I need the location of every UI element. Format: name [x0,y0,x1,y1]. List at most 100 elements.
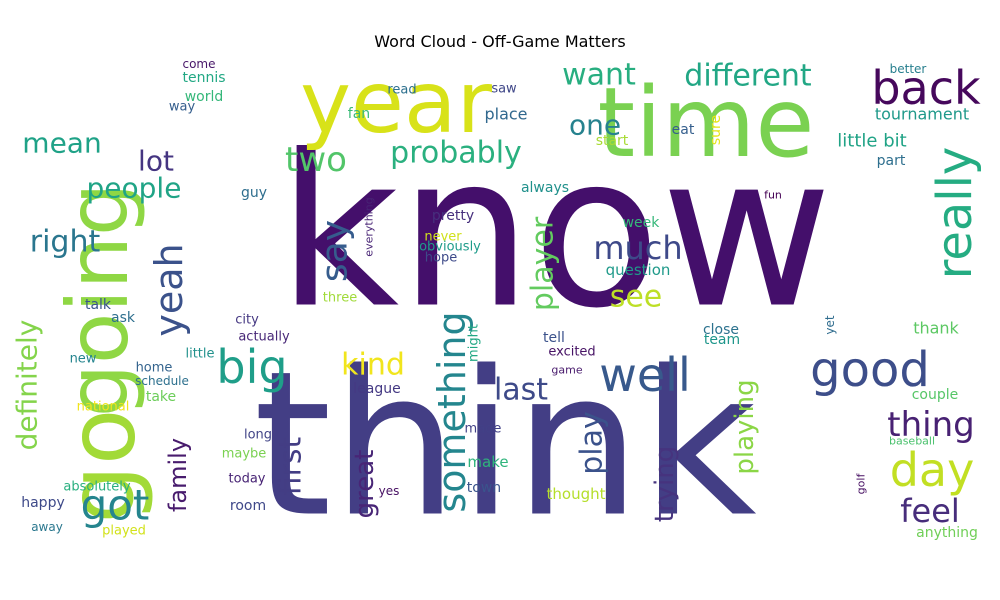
word-everything: everything [363,197,376,256]
word-big: big [216,340,287,394]
word-anything: anything [916,525,978,541]
word-excited: excited [548,345,595,360]
word-game: game [551,364,582,377]
word-great: great [350,450,380,519]
word-got: got [81,481,150,530]
word-know: know [278,110,833,355]
word-read: read [387,83,416,98]
word-always: always [521,180,569,196]
word-well: well [599,348,690,402]
word-might: might [467,324,482,362]
word-schedule: schedule [135,374,189,388]
word-tournament: tournament [875,105,969,124]
word-team: team [704,332,740,348]
word-back: back [871,61,981,115]
word-take: take [146,389,176,405]
word-one: one [569,109,621,142]
word-talk: talk [85,297,112,313]
word-way: way [169,100,196,115]
word-new: new [70,352,97,367]
word-baseball: baseball [889,435,935,448]
word-league: league [353,381,400,397]
word-town: town [467,480,501,496]
word-tennis: tennis [182,70,225,86]
word-start: start [596,133,629,149]
word-little-bit: little bit [837,131,906,152]
word-couple: couple [912,387,959,403]
word-national: national [77,400,130,415]
word-away: away [31,520,63,534]
word-see: see [610,280,663,315]
word-saw: saw [491,82,517,97]
word-probably: probably [390,136,522,171]
word-something: something [430,311,474,512]
word-close: close [703,322,739,338]
word-go: go [49,409,156,524]
word-long: long [244,428,272,443]
word-place: place [484,105,527,124]
word-better: better [890,62,927,76]
word-home: home [136,361,173,376]
word-golf: golf [855,473,868,495]
word-kind: kind [341,348,405,383]
word-city: city [235,313,259,328]
word-obviously: obviously [419,240,481,255]
word-sure: sure [708,115,724,145]
word-definitely: definitely [11,320,44,451]
word-little: little [185,347,214,362]
word-pretty: pretty [432,208,474,224]
word-made: made [465,422,502,437]
word-last: last [494,373,548,408]
word-think: think [253,329,757,562]
word-family: family [164,438,192,512]
word-play: play [575,411,610,475]
word-thought: thought [547,485,606,503]
word-today: today [229,472,266,487]
word-actually: actually [238,330,290,345]
word-ask: ask [111,310,136,326]
word-day: day [890,443,975,497]
word-guy: guy [241,185,267,201]
word-right: right [30,225,101,260]
word-week: week [623,215,661,231]
word-year: year [300,53,493,153]
word-people: people [87,172,182,205]
word-yeah: yeah [147,243,191,336]
word-yet: yet [823,315,837,334]
word-part: part [877,153,906,169]
word-eat: eat [672,122,695,138]
word-much: much [593,229,682,267]
word-different: different [684,59,812,94]
word-room: room [230,498,266,514]
word-tell: tell [543,330,565,346]
word-trying: trying [650,446,680,522]
word-fun: fun [764,189,782,202]
word-yes: yes [379,484,400,498]
word-playing: playing [730,379,760,474]
word-three: three [323,291,357,306]
word-going: going [49,183,147,418]
word-lot: lot [138,145,174,178]
word-feel: feel [900,492,960,530]
word-two: two [285,140,347,180]
word-make: make [467,453,508,471]
word-mean: mean [22,127,101,160]
word-happy: happy [21,495,65,511]
word-fan: fan [348,106,370,122]
word-first: first [274,436,309,495]
word-really: really [927,147,983,280]
word-thing: thing [887,405,974,445]
word-world: world [185,89,224,105]
word-good: good [810,342,930,398]
word-come: come [182,57,215,71]
word-played: played [102,524,146,539]
word-say: say [315,220,356,282]
word-thank: thank [913,319,959,338]
word-absolutely: absolutely [63,480,131,495]
word-time: time [598,67,815,179]
word-want: want [562,58,636,93]
word-maybe: maybe [222,447,267,462]
word-never: never [424,230,462,245]
word-question: question [606,261,671,279]
